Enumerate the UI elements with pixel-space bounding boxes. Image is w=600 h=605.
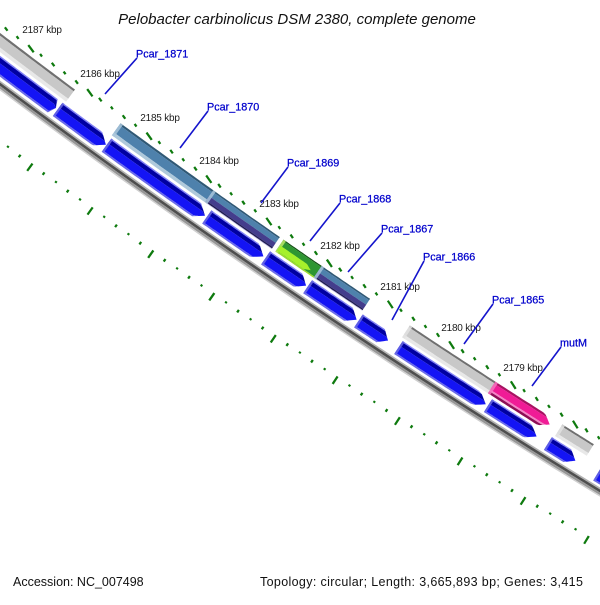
svg-text:Pcar_1868: Pcar_1868	[339, 194, 391, 206]
svg-text:2179 kbp: 2179 kbp	[503, 363, 543, 374]
svg-text:Accession: NC_007498: Accession: NC_007498	[13, 575, 144, 589]
svg-text:2187 kbp: 2187 kbp	[22, 25, 62, 36]
svg-text:Pcar_1869: Pcar_1869	[287, 158, 339, 170]
svg-text:2180 kbp: 2180 kbp	[441, 323, 481, 334]
svg-text:2182 kbp: 2182 kbp	[320, 241, 360, 252]
svg-text:mutM: mutM	[560, 338, 587, 350]
svg-text:2184 kbp: 2184 kbp	[199, 156, 239, 167]
svg-text:Pcar_1871: Pcar_1871	[136, 49, 188, 61]
svg-text:Topology: circular; Length: 3,: Topology: circular; Length: 3,665,893 bp…	[260, 575, 583, 589]
svg-text:Pcar_1866: Pcar_1866	[423, 252, 475, 264]
svg-text:2183 kbp: 2183 kbp	[259, 199, 299, 210]
svg-text:Pcar_1870: Pcar_1870	[207, 102, 259, 114]
svg-text:Pcar_1865: Pcar_1865	[492, 295, 544, 307]
svg-text:2181 kbp: 2181 kbp	[380, 282, 420, 293]
svg-text:2186 kbp: 2186 kbp	[80, 69, 120, 80]
svg-text:2185 kbp: 2185 kbp	[140, 113, 180, 124]
svg-text:Pcar_1867: Pcar_1867	[381, 224, 433, 236]
svg-text:Pelobacter carbinolicus DSM 23: Pelobacter carbinolicus DSM 2380, comple…	[118, 11, 476, 28]
